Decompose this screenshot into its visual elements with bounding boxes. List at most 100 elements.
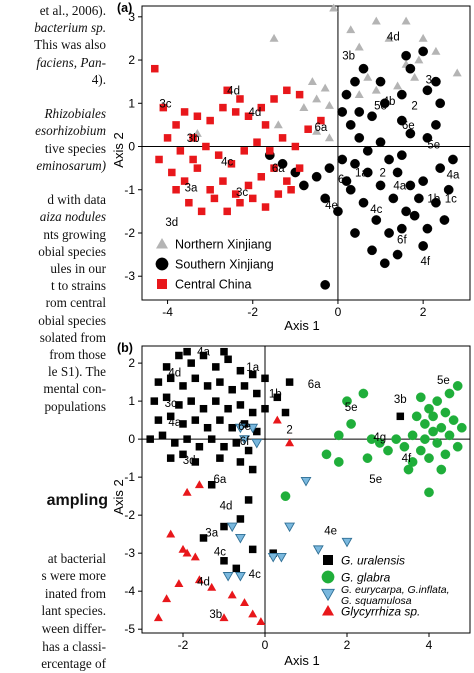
panel-a-data-point (261, 203, 270, 211)
panel-a-point-annotation: 1c (445, 193, 457, 205)
panel-b-point-annotation: 4d (220, 501, 233, 513)
panel-b-data-point (342, 396, 352, 406)
panel-a-data-point (405, 128, 416, 139)
panel-b-point-annotation: 4c (249, 569, 261, 581)
panel-b-data-point (272, 415, 282, 424)
panel-a-data-point (439, 215, 450, 225)
panel-b-legend-label: G. squamulosa (341, 595, 412, 607)
panel-a-data-point (388, 193, 399, 204)
page-text-column: et al., 2006). bacterium sp. This was also… (0, 0, 112, 673)
body-text-line: solated from (39, 329, 106, 345)
body-text-line: ules in our (50, 261, 106, 276)
panel-b-data-point (234, 423, 246, 434)
panel-b-point-annotation: 3b (209, 609, 222, 621)
panel-a-data-point (283, 177, 291, 185)
panel-a-data-point (227, 160, 236, 168)
panel-a-data-point (219, 177, 227, 185)
panel-b-data-point (253, 427, 261, 436)
panel-b-data-point (251, 438, 263, 449)
panel-a-plot-frame (141, 5, 471, 301)
panel-a-data-point (354, 42, 364, 51)
panel-a-point-annotation: 2 (379, 167, 385, 179)
panel-b-data-point (207, 480, 216, 489)
panel-a-data-point (396, 150, 407, 161)
panel-b-data-point (341, 537, 353, 548)
panel-b-data-point (403, 464, 414, 475)
panel-b-data-point (174, 579, 184, 587)
body-text-line: t to strains (51, 278, 106, 294)
section-heading: ampling (46, 492, 108, 509)
panel-a-data-point (312, 126, 322, 135)
panel-b-point-annotation: 4c (214, 546, 226, 558)
panel-a-point-annotation: 4d (248, 107, 261, 119)
panel-a-point-annotation: 5e (427, 139, 440, 151)
panel-b-data-point (248, 408, 257, 417)
panel-b-y-tick-label: 0 (128, 432, 135, 446)
panel-b-data-point (285, 378, 294, 386)
panel-a-label: (a) (117, 1, 132, 15)
panel-a-data-point (320, 193, 331, 204)
panel-b-point-annotation: 4d (197, 577, 210, 589)
panel-b-data-point (175, 401, 183, 409)
panel-b-data-point (420, 419, 430, 429)
panel-b-data-point (436, 464, 447, 475)
panel-b-data-point (232, 564, 241, 573)
panel-b-plot-frame (141, 345, 471, 634)
panel-b-data-point (191, 374, 200, 383)
panel-a-data-point (180, 108, 189, 116)
panel-b-data-point (248, 370, 257, 379)
panel-b-data-point (194, 575, 204, 584)
panel-a-data-point (401, 50, 411, 61)
panel-a-y-tick-label: -3 (124, 269, 135, 283)
panel-a-data-point (333, 206, 343, 217)
panel-a-point-annotation: 1a (355, 167, 368, 179)
panel-a-data-point (320, 280, 331, 290)
body-text-line: lant species. (41, 603, 106, 619)
panel-a-point-annotation: 4c (370, 204, 382, 216)
panel-a-data-point (244, 112, 253, 120)
panel-a-data-point (448, 154, 458, 165)
panel-b-point-annotation: 6a (214, 474, 227, 486)
panel-b-data-point (236, 401, 245, 409)
panel-a-data-point (274, 190, 283, 198)
panel-a-data-point (219, 103, 227, 112)
panel-b-point-annotation: 4d (168, 368, 181, 380)
panel-b-data-point (407, 457, 418, 467)
panel-b-data-point (440, 449, 451, 460)
panel-a-data-point (358, 63, 369, 74)
panel-b-legend-marker (323, 555, 333, 565)
panel-b-data-point (158, 431, 167, 440)
panel-a-data-point (240, 147, 248, 155)
panel-a-data-point (202, 142, 210, 151)
panel-b-data-point (224, 404, 232, 413)
panel-a-point-annotation: 4d (387, 31, 400, 43)
panel-a-data-point (299, 180, 309, 191)
body-text-line: This was also (34, 37, 106, 53)
panel-a-data-point (422, 85, 433, 96)
body-text-line: 4). (91, 71, 106, 87)
panel-a-point-annotation: 3b (187, 133, 200, 145)
body-text-line: faciens, Pan- (36, 54, 106, 70)
panel-b-data-point (220, 347, 228, 356)
panel-b-data-point (256, 617, 266, 625)
body-text-line: eminosarum) (36, 157, 106, 173)
panel-a-data-point (418, 46, 428, 57)
panel-a-y-axis-label: Axis 2 (111, 132, 126, 167)
panel-a-data-point (249, 194, 257, 203)
panel-a-data-point (371, 16, 381, 25)
panel-a-data-point (329, 3, 339, 12)
panel-b-point-annotation: 4a (197, 347, 210, 359)
panel-b-data-point (236, 366, 245, 375)
panel-a-data-point (354, 90, 364, 99)
panel-b-data-point (234, 572, 246, 582)
panel-b-data-point (358, 388, 369, 399)
panel-a-data-point (269, 33, 279, 42)
panel-b-data-point (166, 454, 175, 462)
body-text-line: nts growing (43, 226, 106, 242)
panel-a-point-annotation: 2 (411, 100, 417, 112)
panel-a-data-point (350, 228, 360, 238)
panel-a-point-annotation: 1b (427, 193, 440, 205)
panel-a-data-point (172, 121, 180, 129)
panel-a-data-point (396, 223, 407, 234)
body-text-line: s were more (41, 568, 106, 584)
